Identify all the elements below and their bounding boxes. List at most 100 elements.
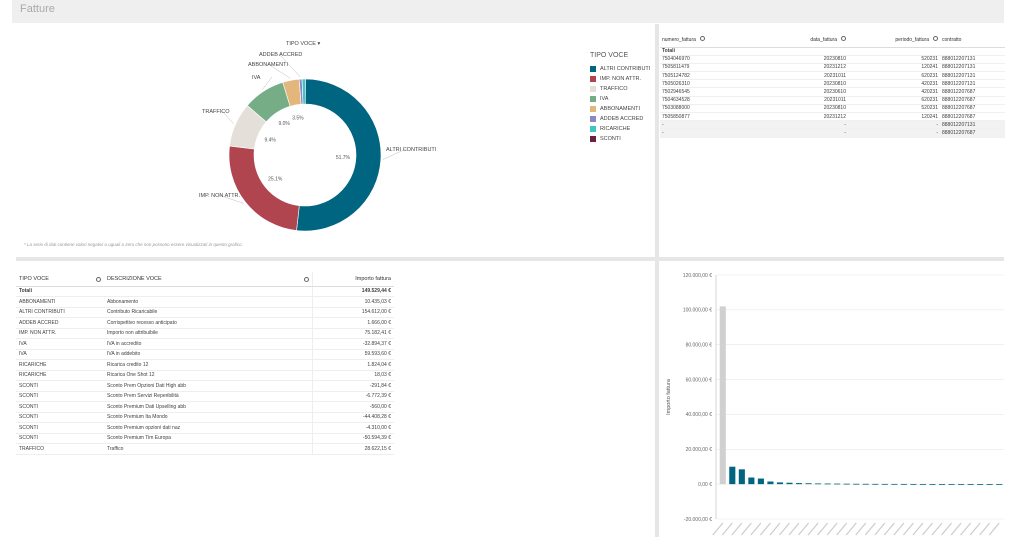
table-row[interactable]: SCONTI Sconto Prem Opzioni Dati High abb -… (16, 380, 394, 392)
legend-item[interactable]: IMP. NON ATTR. (590, 74, 650, 84)
legend-swatch (590, 96, 596, 102)
legend-item[interactable]: ALTRI CONTRIBUTI (590, 64, 650, 74)
table-row[interactable]: IVA IVA in addebito 59.593,60 € (16, 349, 394, 360)
voci-table-panel: TIPO VOCE DESCRIZIONE VOCE Importo fattura… (16, 272, 396, 460)
table-cell: 20230810 (757, 79, 848, 89)
bar (767, 481, 774, 485)
table-row[interactable]: IMP. NON ATTR. Importo non attribuibile 75… (16, 328, 394, 339)
table-row[interactable]: SCONTI Sconto Premium opzioni dati naz -4.… (16, 422, 394, 434)
x-tick-label (893, 522, 905, 536)
search-icon[interactable] (699, 36, 705, 42)
table-cell: Importo non attribuibile (104, 328, 312, 339)
table-row[interactable]: SCONTI Sconto Prem Servizi Reperibilità -6… (16, 391, 394, 402)
table-row[interactable]: RICARICHE Ricarica credito 12 1.824,04 € (16, 359, 394, 371)
legend-label: IVA (600, 96, 609, 102)
y-tick-label: 120.000,00 € (683, 273, 712, 279)
column-header[interactable]: numero_fattura (660, 33, 757, 48)
table-cell: 620231 (848, 71, 940, 81)
table-cell: -32.894,37 € (311, 338, 394, 350)
table-cell: 120241 (848, 112, 940, 122)
table-cell: TRAFFICO (16, 443, 104, 455)
table-cell: 120241 (848, 63, 940, 73)
table-row[interactable]: ABBONAMENTI Abbonamento 10.435,03 € (16, 296, 394, 308)
slice-leader-line (218, 194, 244, 204)
slice-leader-line (278, 53, 301, 78)
column-header[interactable]: DESCRIZIONE VOCE (104, 272, 312, 287)
legend-item[interactable]: ABBONAMENTI (590, 104, 650, 114)
bar-chart[interactable]: 120.000,00 € 100.000,00 € 80.000,00 € 60.00… (660, 265, 1008, 537)
table-row[interactable]: SCONTI Sconto Premium Ita Mondo -44.408,28… (16, 412, 394, 423)
table-cell: -44.408,28 € (311, 412, 394, 423)
table-row[interactable]: 7505124782 20231011 620231 888012207131 (660, 71, 1005, 81)
column-header[interactable]: Importo fattura (311, 272, 394, 287)
table-row[interactable]: RICARICHE Ricarica One Shot 12 18,03 € (16, 370, 394, 381)
legend-item[interactable]: RICARICHE (590, 124, 650, 134)
bar (919, 483, 927, 485)
table-cell: 10.435,03 € (311, 296, 394, 308)
table-cell: 7502946545 (660, 87, 757, 97)
x-tick-label (836, 522, 848, 536)
table-cell: -291,84 € (311, 380, 394, 392)
panel-divider (16, 257, 655, 261)
voci-table: TIPO VOCE DESCRIZIONE VOCE Importo fattura… (16, 272, 394, 455)
legend-item[interactable]: ADDEB ACCRED (590, 114, 650, 124)
bar (776, 482, 784, 485)
table-row[interactable]: SCONTI Sconto Premium Dati Upselling abb -… (16, 401, 394, 413)
donut-chart[interactable]: TIPO VOCE ▾ 51.7% ALTRI CONTRIBUTI 25.1% IMP… (16, 24, 586, 244)
bar (891, 483, 898, 485)
table-row[interactable]: 7502946545 20230610 420231 888012207687 (660, 87, 1005, 97)
table-cell: -560,00 € (311, 401, 394, 413)
table-cell: 888012207687 (940, 96, 1005, 105)
table-row[interactable]: 7505026310 20230810 420231 888012207131 (660, 79, 1005, 89)
legend-swatch (590, 136, 596, 142)
search-icon[interactable] (303, 276, 309, 282)
column-header[interactable]: data_fattura (757, 33, 848, 48)
table-row[interactable]: IVA IVA in accredito -32.894,37 € (16, 338, 394, 350)
table-cell: Sconto Premium Tim Europa (104, 433, 312, 444)
table-cell: 75.182,41 € (311, 328, 394, 339)
slice-percent-label: 51.7% (336, 155, 351, 161)
x-tick-label (960, 522, 972, 536)
search-icon[interactable] (841, 36, 846, 42)
table-cell: Sconto Prem Opzioni Dati High abb (104, 380, 312, 392)
donut-slice (296, 78, 382, 232)
table-row[interactable]: SCONTI Sconto Premium Tim Europa -50.594,3… (16, 433, 394, 444)
table-row[interactable]: 7503088000 20230810 520231 888012207687 (660, 104, 1005, 114)
legend-item[interactable]: SCONTI (590, 134, 650, 144)
bar (872, 483, 879, 485)
column-header[interactable]: TIPO VOCE (16, 272, 104, 287)
table-cell: 888012207131 (940, 55, 1005, 64)
table-row[interactable]: 7504046970 20230810 520231 888012207131 (660, 55, 1005, 64)
column-header[interactable]: periodo_fattura (848, 33, 940, 48)
table-cell: 154.612,00 € (311, 307, 394, 318)
table-row[interactable]: 7505850877 20231212 120241 888012207687 (660, 112, 1005, 122)
legend-item[interactable]: TRAFFICO (590, 84, 650, 94)
table-cell: 59.593,60 € (311, 349, 394, 360)
slice-leader-line (267, 63, 291, 79)
table-row[interactable]: TRAFFICO Traffico 28.622,15 € (16, 443, 394, 455)
search-icon[interactable] (96, 276, 101, 282)
x-tick-label (845, 522, 857, 536)
legend-item[interactable]: IVA (590, 94, 650, 104)
table-row[interactable]: - - -888012207687 (660, 128, 1005, 138)
table-cell: SCONTI (16, 433, 104, 444)
bar (834, 483, 841, 485)
table-row[interactable]: ALTRI CONTRIBUTI Contributo Ricaricabile 1… (16, 307, 394, 318)
table-cell: - (660, 128, 757, 138)
table-row[interactable]: ADDEB ACCRED Corrispettivo recesso antici… (16, 317, 394, 329)
table-cell: 20230810 (757, 55, 848, 64)
column-header[interactable]: contratto (940, 33, 1005, 48)
table-row[interactable]: 7504634528 20231011 620231 888012207687 (660, 96, 1005, 105)
tipo-voce-selector[interactable]: TIPO VOCE ▾ (286, 41, 320, 47)
bar (795, 483, 803, 485)
x-tick-label (922, 522, 933, 536)
slice-leader-line (262, 76, 273, 90)
table-cell: 20231011 (757, 96, 848, 105)
bar (910, 483, 917, 485)
table-cell: RICARICHE (16, 370, 104, 381)
search-icon[interactable] (933, 36, 938, 42)
table-row[interactable]: - - -888012207131 (660, 120, 1005, 130)
table-row[interactable]: 7505811479 20231212 120241 888012207131 (660, 63, 1005, 73)
bar (900, 483, 907, 485)
table-cell: Ricarica credito 12 (104, 359, 312, 371)
